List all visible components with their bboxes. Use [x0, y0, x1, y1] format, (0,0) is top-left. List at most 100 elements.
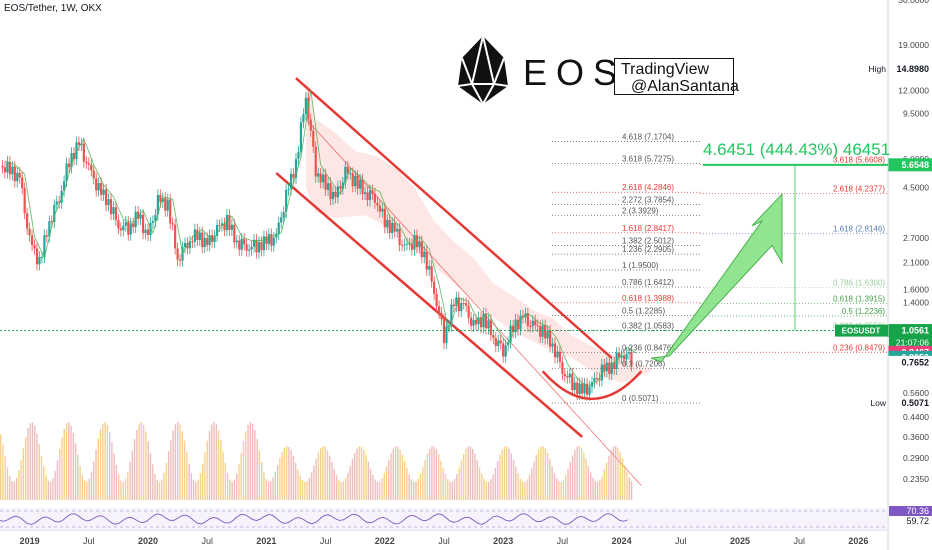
candle-body — [289, 173, 293, 190]
candle-body — [433, 281, 436, 294]
fib-level-label: 0.1 (0.7206) — [622, 359, 665, 368]
volume-bar — [531, 468, 533, 500]
price-axis-side-label: High — [869, 64, 887, 74]
candle-body — [317, 173, 320, 177]
candle-body — [60, 190, 63, 203]
candle-body — [627, 352, 631, 354]
candle-body — [183, 243, 187, 248]
candle-body — [344, 166, 347, 183]
candle-body — [206, 237, 209, 246]
volume-bar — [297, 469, 299, 500]
candle-body — [211, 235, 214, 243]
candle-body — [502, 343, 505, 357]
candle-body — [558, 351, 562, 362]
candle-body — [521, 315, 525, 318]
volume-bar — [6, 467, 9, 500]
price-axis-badge — [888, 355, 932, 369]
volume-bar — [612, 446, 615, 500]
candle-body — [55, 201, 58, 205]
candle-body — [467, 305, 470, 318]
volume-bar — [158, 481, 161, 500]
volume-bar — [331, 462, 333, 500]
volume-bar — [630, 481, 633, 500]
volume-bar — [553, 472, 556, 500]
volume-bar — [435, 449, 438, 500]
candle-body — [265, 236, 268, 244]
y-tick-label: 2.1000 — [903, 258, 929, 268]
volume-bar — [372, 474, 374, 500]
volume-bar — [233, 480, 236, 500]
rsi-pane-bg — [0, 508, 888, 530]
gain-annotation: 4.6451 (444.43%) 46451 — [703, 140, 891, 159]
volume-bar — [256, 439, 258, 500]
candle-body — [603, 364, 606, 372]
volume-bar — [47, 480, 50, 500]
volume-bar — [108, 432, 111, 500]
volume-bar — [86, 481, 88, 500]
volume-bar — [410, 479, 413, 500]
candle-body — [63, 181, 66, 191]
candle-body — [223, 223, 226, 231]
fib-right-label: 2.618 (4.2377) — [833, 184, 885, 193]
volume-bar — [388, 459, 390, 500]
volume-bar — [524, 481, 526, 500]
volume-bar — [519, 478, 522, 500]
candle-body — [50, 221, 53, 223]
volume-bar — [408, 474, 410, 500]
candle-body — [393, 222, 396, 232]
volume-bar — [15, 477, 18, 500]
volume-bar — [240, 452, 242, 500]
candle-body — [351, 173, 354, 187]
candle-body — [139, 214, 142, 219]
price-axis-side-label: Low — [870, 398, 886, 408]
candle-body — [282, 212, 285, 218]
volume-bar — [419, 473, 422, 500]
candle-body — [534, 320, 537, 326]
volume-bar — [79, 465, 81, 500]
price-axis-value: 14.8980 — [896, 64, 929, 74]
candle-body — [198, 232, 201, 240]
volume-bar — [449, 481, 451, 500]
candle-body — [541, 325, 544, 337]
volume-bar — [574, 449, 576, 500]
bottom-arc — [541, 370, 643, 401]
volume-bar — [263, 472, 265, 500]
candle-body — [21, 177, 24, 189]
volume-bar — [31, 422, 34, 500]
x-tick-label: Jul — [675, 536, 687, 546]
volume-bar — [88, 478, 90, 500]
volume-bar — [118, 474, 120, 500]
candle-body — [129, 223, 132, 235]
candle-body — [445, 326, 448, 344]
candle-body — [363, 192, 367, 194]
candle-body — [104, 189, 108, 206]
candle-body — [90, 164, 93, 171]
candle-body — [593, 377, 596, 383]
candle-body — [413, 235, 416, 250]
volume-bar — [222, 451, 224, 500]
volume-bar — [526, 479, 528, 500]
candle-body — [326, 183, 330, 190]
candle-body — [124, 221, 127, 226]
candle-body — [578, 383, 581, 395]
volume-bar — [315, 458, 317, 500]
candle-body — [610, 362, 613, 374]
volume-bar — [594, 481, 596, 500]
candle-body — [122, 225, 125, 231]
volume-bar — [133, 439, 136, 500]
candle-body — [233, 224, 236, 243]
volume-bar — [413, 481, 415, 500]
channel-upper-line — [295, 77, 613, 359]
volume-bar — [70, 425, 72, 500]
candle-body — [228, 215, 231, 230]
candle-body — [396, 228, 399, 232]
candle-body — [213, 235, 216, 243]
fib-level-label: 4.618 (7.1704) — [622, 132, 674, 141]
candle-body — [598, 378, 601, 381]
volume-bar — [131, 450, 134, 500]
candle-body — [277, 222, 280, 234]
volume-bar — [238, 464, 240, 500]
volume-bar — [437, 454, 440, 500]
volume-bar — [265, 479, 267, 500]
